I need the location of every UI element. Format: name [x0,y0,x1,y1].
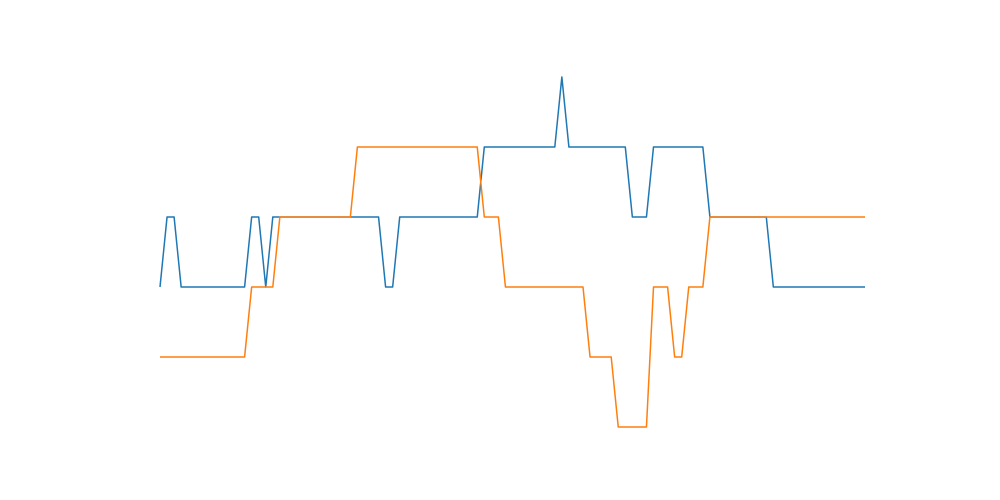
series-line-2 [160,146,865,428]
series-line-1 [159,76,865,288]
plot-area [159,76,865,428]
